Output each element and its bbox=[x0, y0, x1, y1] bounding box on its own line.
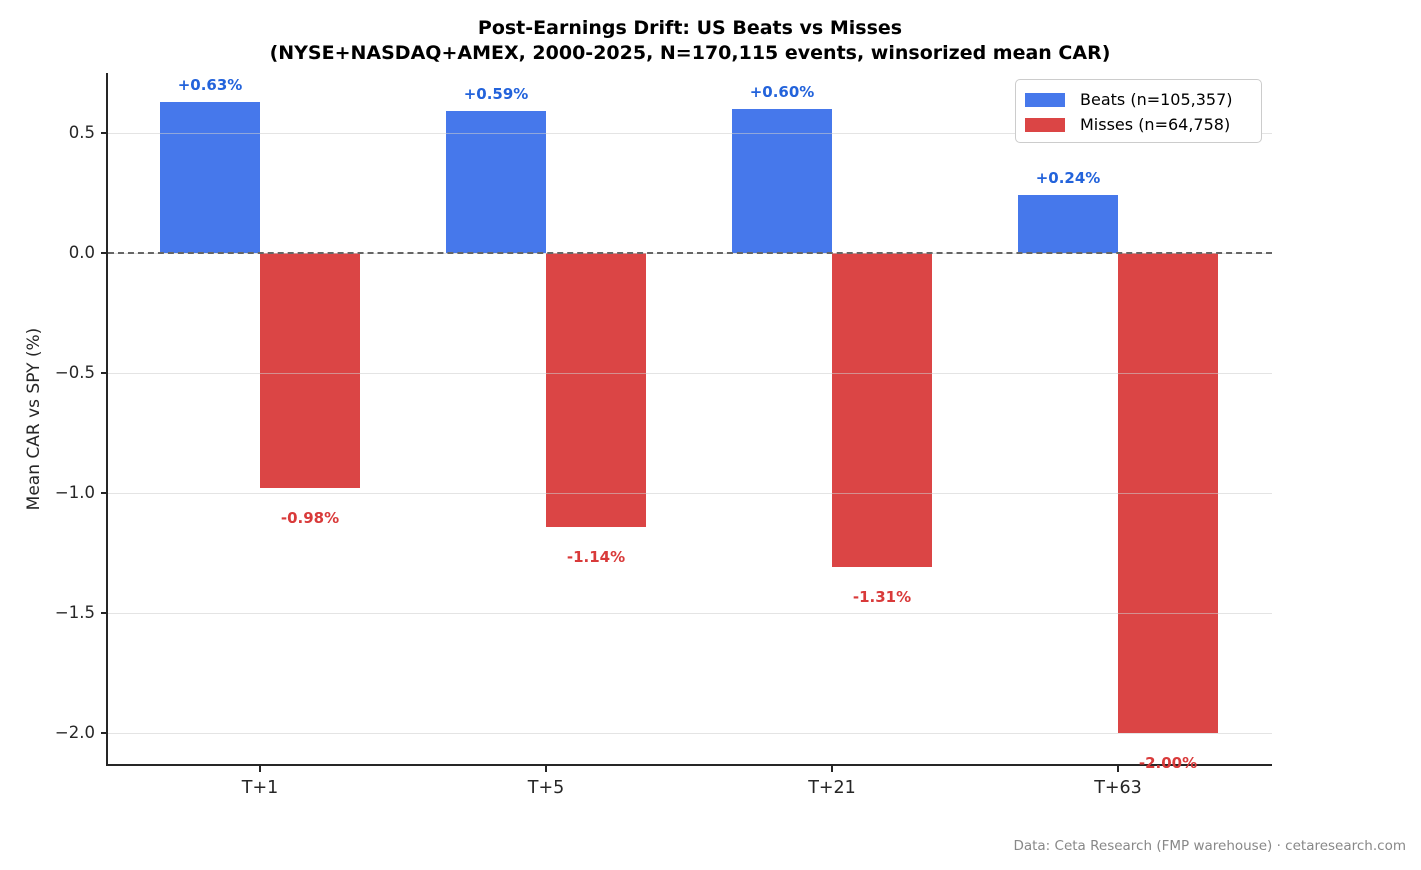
y-tick-mark bbox=[101, 252, 107, 254]
gridline-y bbox=[108, 372, 1272, 374]
y-tick-mark bbox=[101, 612, 107, 614]
bar-misses-T+5 bbox=[546, 253, 646, 527]
y-axis-label: Mean CAR vs SPY (%) bbox=[24, 327, 44, 511]
x-tick-label-T+5: T+5 bbox=[527, 778, 565, 798]
legend-item: Misses (n=64,758) bbox=[1016, 112, 1261, 137]
gridline-y bbox=[108, 132, 1272, 134]
bar-value-label: -1.31% bbox=[852, 588, 912, 607]
legend-label: Misses (n=64,758) bbox=[1080, 115, 1231, 134]
bar-value-label: +0.59% bbox=[463, 85, 529, 104]
legend-swatch-icon bbox=[1025, 117, 1065, 132]
bar-value-label: +0.60% bbox=[749, 83, 815, 101]
y-axis-spine bbox=[106, 73, 108, 766]
x-tick-label-T+63: T+63 bbox=[1094, 778, 1142, 798]
y-tick-label: −1.0 bbox=[54, 483, 95, 502]
y-tick-mark bbox=[101, 372, 107, 374]
y-tick-mark bbox=[101, 732, 107, 734]
zero-reference-line bbox=[108, 252, 1272, 254]
bar-beats-T+63 bbox=[1018, 195, 1118, 253]
legend-swatch-icon bbox=[1025, 92, 1065, 107]
bar-beats-T+5 bbox=[446, 111, 546, 253]
y-tick-label: −1.5 bbox=[54, 603, 95, 622]
x-tick-mark bbox=[1117, 765, 1119, 772]
x-tick-mark bbox=[259, 765, 261, 772]
y-tick-mark bbox=[101, 132, 107, 134]
chart-subtitle: (NYSE+NASDAQ+AMEX, 2000-2025, N=170,115 … bbox=[269, 42, 1111, 64]
x-tick-mark bbox=[831, 765, 833, 772]
bar-value-label: -2.00% bbox=[1138, 754, 1198, 772]
gridline-y bbox=[108, 492, 1272, 494]
chart-title: Post-Earnings Drift: US Beats vs Misses bbox=[477, 17, 903, 39]
legend-label: Beats (n=105,357) bbox=[1080, 90, 1233, 109]
x-axis-spine bbox=[106, 764, 1272, 766]
x-tick-label-T+1: T+1 bbox=[241, 778, 279, 798]
bar-value-label: +0.24% bbox=[1035, 169, 1101, 188]
y-tick-label: −0.5 bbox=[54, 363, 95, 382]
bar-value-label: +0.63% bbox=[177, 75, 243, 94]
bar-beats-T+21 bbox=[732, 109, 832, 253]
bar-misses-T+21 bbox=[832, 253, 932, 568]
bar-value-label: -0.98% bbox=[280, 509, 340, 528]
y-tick-label: −2.0 bbox=[54, 723, 95, 742]
bar-beats-T+1 bbox=[160, 101, 260, 253]
legend-item: Beats (n=105,357) bbox=[1016, 87, 1261, 112]
legend: Beats (n=105,357) Misses (n=64,758) bbox=[1015, 79, 1262, 143]
plot-area: +0.63% +0.59% +0.60% +0.24% -0.98% -1.14% -1.3… bbox=[55, 73, 1272, 798]
y-tick-label: 0.5 bbox=[68, 123, 95, 142]
gridline-y bbox=[108, 732, 1272, 734]
y-tick-mark bbox=[101, 492, 107, 494]
bar-value-label: -1.14% bbox=[566, 547, 626, 566]
bar-misses-T+1 bbox=[260, 253, 360, 489]
gridline-y bbox=[108, 612, 1272, 614]
x-tick-mark bbox=[545, 765, 547, 772]
footer-attribution: Data: Ceta Research (FMP warehouse) · ce… bbox=[1013, 838, 1406, 854]
x-tick-label-T+21: T+21 bbox=[808, 778, 856, 798]
y-tick-label: 0.0 bbox=[68, 243, 95, 262]
